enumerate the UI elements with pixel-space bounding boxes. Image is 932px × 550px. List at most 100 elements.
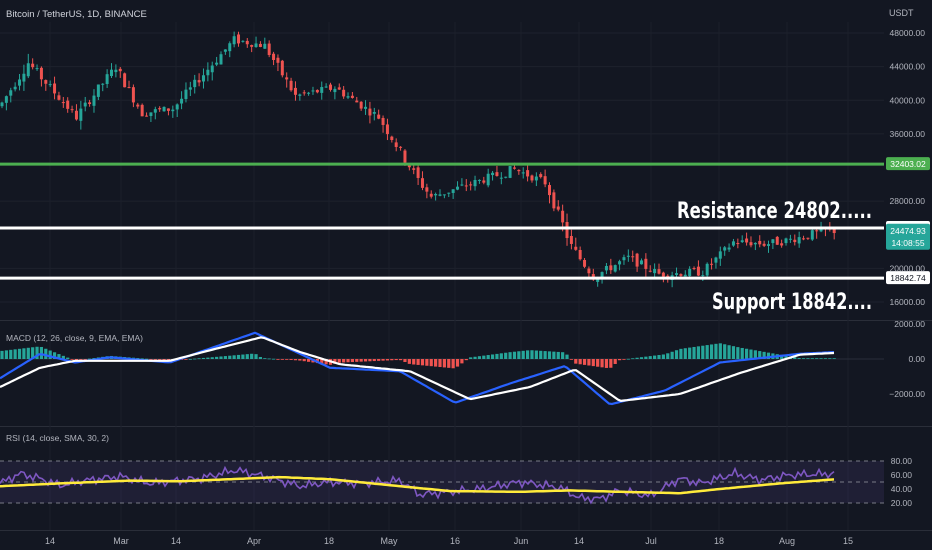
candle-body xyxy=(613,265,617,272)
x-axis-label: Aug xyxy=(779,536,795,546)
macd-histogram-bar xyxy=(784,355,788,359)
candle-body xyxy=(442,194,446,196)
support-price-tag xyxy=(886,271,930,285)
macd-histogram-bar xyxy=(385,359,390,361)
macd-histogram-bar xyxy=(653,355,657,359)
macd-histogram-bar xyxy=(223,356,227,359)
candle-body xyxy=(158,108,162,110)
macd-histogram-bar xyxy=(88,358,92,360)
candle-body xyxy=(26,63,30,77)
macd-histogram-bar xyxy=(144,358,149,360)
candle-body xyxy=(101,83,105,85)
candle-body xyxy=(705,263,709,276)
macd-histogram-bar xyxy=(74,359,79,361)
candle-body xyxy=(675,273,679,275)
candle-body xyxy=(320,87,324,93)
macd-histogram-bar xyxy=(429,359,433,367)
macd-histogram-bar xyxy=(709,344,714,359)
macd-histogram-bar xyxy=(363,359,368,362)
price-tick-label: 28000.00 xyxy=(890,196,926,206)
candle-body xyxy=(48,84,52,86)
candle-body xyxy=(232,36,236,45)
candle-body xyxy=(578,249,582,260)
macd-histogram-bar xyxy=(460,359,464,364)
candle-body xyxy=(696,266,700,276)
macd-histogram-bar xyxy=(13,349,17,359)
candle-body xyxy=(718,251,722,259)
macd-histogram-bar xyxy=(39,346,44,359)
price-tick-label: 40000.00 xyxy=(890,95,926,105)
candle-body xyxy=(149,112,153,116)
candle-body xyxy=(364,106,368,109)
rsi-tick-label: 80.00 xyxy=(891,456,913,466)
candle-body xyxy=(114,69,118,73)
macd-histogram-bar xyxy=(245,354,249,359)
candle-body xyxy=(438,194,442,196)
candle-body xyxy=(604,266,608,271)
macd-histogram-bar xyxy=(644,356,648,359)
macd-histogram-bar xyxy=(723,344,727,359)
macd-histogram-bar xyxy=(438,359,442,368)
macd-histogram-bar xyxy=(591,359,595,367)
candle-body xyxy=(710,263,714,265)
candle-body xyxy=(302,92,306,94)
macd-histogram-bar xyxy=(258,356,263,359)
macd-histogram-bar xyxy=(201,357,206,359)
candle-body xyxy=(355,100,359,103)
candle-body xyxy=(679,274,683,276)
candle-body xyxy=(245,40,249,45)
candle-body xyxy=(499,177,503,179)
x-axis-label: 18 xyxy=(324,536,334,546)
candle-body xyxy=(250,45,254,47)
macd-histogram-bar xyxy=(285,359,289,360)
candle-body xyxy=(131,87,135,103)
macd-histogram-bar xyxy=(604,359,609,368)
macd-histogram-bar xyxy=(420,359,425,366)
macd-histogram-bar xyxy=(793,357,797,359)
candle-body xyxy=(477,179,481,181)
candle-body xyxy=(79,108,83,121)
macd-histogram-bar xyxy=(617,359,622,361)
macd-histogram-bar xyxy=(241,354,245,359)
macd-histogram-bar xyxy=(477,356,482,359)
resistance-annotation: Resistance 24802..... xyxy=(677,199,872,224)
candle-body xyxy=(44,80,48,84)
rsi-pane xyxy=(0,460,884,505)
candle-body xyxy=(723,247,727,251)
candle-body xyxy=(596,277,600,282)
candle-body xyxy=(166,108,170,111)
macd-histogram-bar xyxy=(66,357,70,359)
candle-body xyxy=(762,243,766,246)
macd-histogram-bar xyxy=(442,359,446,368)
x-axis-label: 14 xyxy=(45,536,55,546)
candle-body xyxy=(333,88,337,93)
macd-histogram-bar xyxy=(359,359,363,362)
candle-body xyxy=(819,228,823,232)
green-level-price-tag xyxy=(886,157,930,171)
candle-body xyxy=(145,115,149,117)
macd-histogram-bar xyxy=(504,352,508,359)
macd-tick-label: 2000.00 xyxy=(894,319,925,329)
macd-histogram-bar xyxy=(52,352,57,359)
candle-body xyxy=(692,268,696,270)
candle-body xyxy=(223,49,227,52)
candle-body xyxy=(263,43,267,49)
macd-histogram-bar xyxy=(740,347,744,359)
support-price-label: 18842.74 xyxy=(890,273,926,283)
macd-histogram-bar xyxy=(232,355,236,359)
candle-body xyxy=(368,108,372,116)
candle-body xyxy=(381,117,385,125)
macd-histogram-bar xyxy=(731,346,736,359)
macd-histogram-bar xyxy=(552,351,556,359)
candle-body xyxy=(53,83,57,94)
macd-histogram-bar xyxy=(832,358,836,360)
macd-signal-line xyxy=(0,336,835,403)
macd-histogram-bar xyxy=(455,359,460,367)
candle-body xyxy=(653,268,657,274)
macd-histogram-bar xyxy=(250,353,254,359)
candle-body xyxy=(626,255,630,257)
candle-body xyxy=(298,94,302,96)
